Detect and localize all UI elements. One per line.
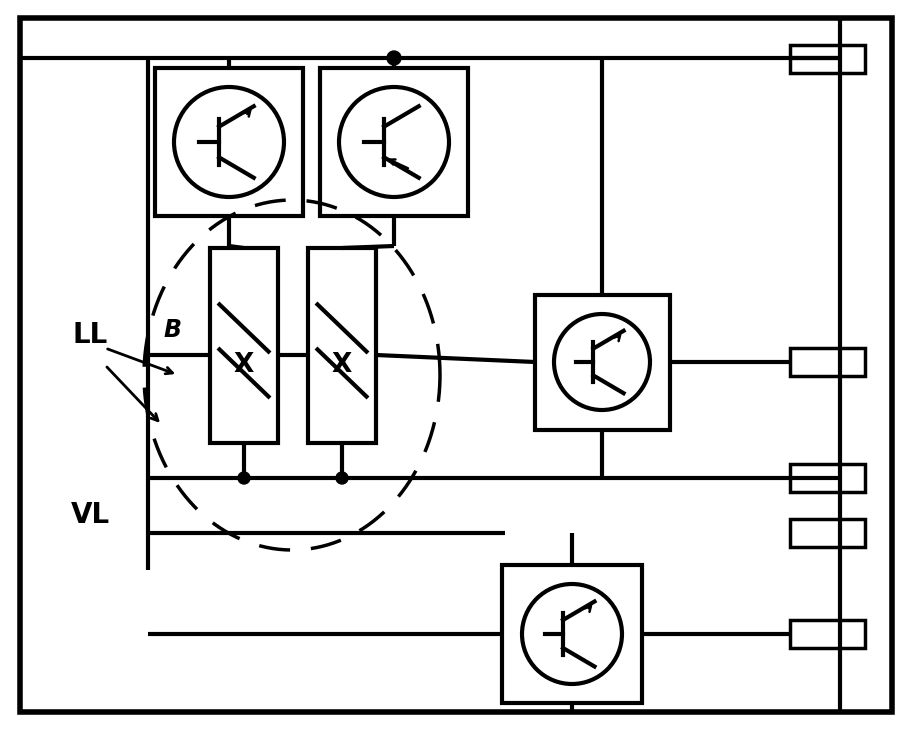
Bar [790,45,865,73]
Bar [502,565,642,703]
Bar [308,248,376,443]
Bar [535,295,670,430]
Bar [320,68,468,216]
Text: B: B [163,318,181,342]
Text: VL: VL [70,501,109,529]
Circle shape [339,87,449,197]
Bar [790,620,865,648]
Bar [790,348,865,376]
Circle shape [387,51,401,65]
Circle shape [336,472,348,484]
Bar [790,519,865,547]
Bar [210,248,278,443]
Circle shape [238,472,250,484]
Bar [155,68,303,216]
Circle shape [174,87,284,197]
Bar [790,464,865,492]
Circle shape [522,584,622,684]
Text: X: X [332,352,353,378]
Text: X: X [234,352,254,378]
Text: LL: LL [72,321,107,349]
Circle shape [554,314,650,410]
